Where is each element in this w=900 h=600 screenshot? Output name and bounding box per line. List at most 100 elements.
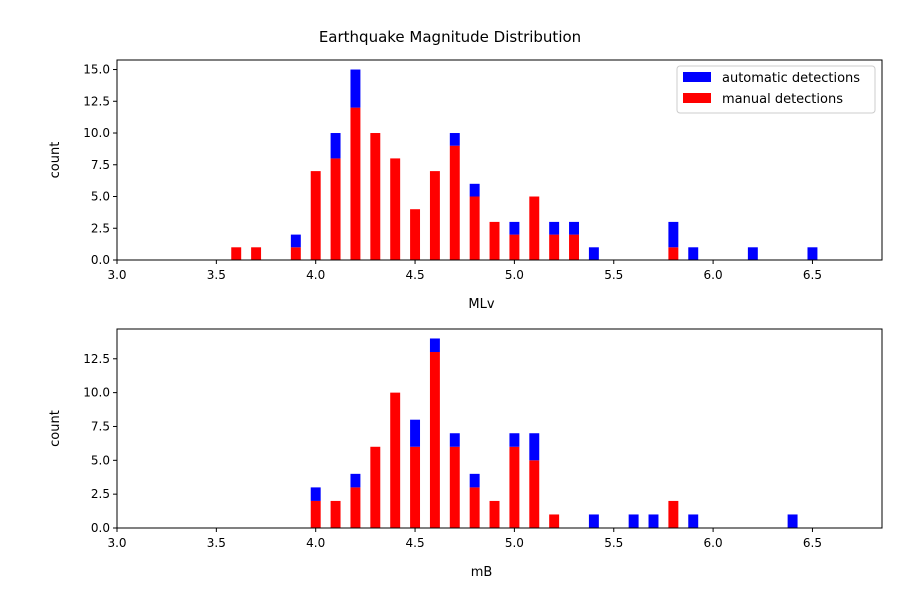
- bar-automatic-mb: [449, 433, 460, 447]
- legend: automatic detections manual detections: [676, 65, 876, 114]
- plot-mlv: 3.0 3.5 4.0 4.5 5.0 5.5 6.0 6.5 0.0 2.5 5.0 7.5 10.0…: [48, 59, 883, 312]
- x-tick-label: 6.0: [704, 536, 723, 550]
- bar-automatic-mlv: [569, 221, 579, 235]
- bar-manual-mb: [529, 460, 540, 528]
- bar-automatic-mb: [350, 473, 361, 488]
- y-tick-label: 2.5: [91, 221, 110, 235]
- bar-manual-mb: [310, 500, 321, 528]
- y-tick-label: 10.0: [83, 386, 110, 400]
- legend-swatch-manual: [683, 93, 711, 103]
- x-axis-label-mb: mB: [471, 565, 493, 580]
- legend-label-manual: manual detections: [722, 92, 843, 107]
- bar-automatic-mb: [648, 514, 659, 528]
- legend-label-automatic: automatic detections: [722, 71, 860, 86]
- x-tick-label: 4.5: [406, 268, 425, 282]
- bar-manual-mlv: [290, 247, 301, 260]
- x-tick-label: 6.5: [803, 268, 822, 282]
- bar-automatic-mb: [787, 514, 798, 528]
- y-tick-label: 5.0: [91, 453, 110, 467]
- bar-automatic-mb: [588, 514, 599, 528]
- bar-manual-mb: [410, 446, 421, 528]
- bar-automatic-mlv: [330, 133, 341, 159]
- y-tick-label: 7.5: [91, 158, 110, 172]
- bar-automatic-mlv: [350, 69, 361, 108]
- bar-manual-mlv: [251, 247, 262, 260]
- bar-automatic-mlv: [688, 247, 699, 260]
- bar-automatic-mb: [688, 514, 699, 528]
- x-tick-label: 3.5: [207, 536, 226, 550]
- x-tick-label: 5.5: [604, 268, 623, 282]
- x-axis-label-mlv: MLv: [468, 297, 494, 312]
- bar-automatic-mb: [509, 433, 520, 447]
- bar-manual-mlv: [410, 209, 421, 260]
- bar-manual-mlv: [489, 221, 500, 260]
- bar-automatic-mlv: [588, 247, 599, 260]
- bar-manual-mlv: [529, 196, 540, 260]
- x-tick-label: 5.5: [604, 536, 623, 550]
- y-tick-label: 0.0: [91, 521, 110, 535]
- bar-manual-mb: [469, 487, 480, 528]
- bar-manual-mlv: [429, 171, 440, 260]
- bar-automatic-mb: [628, 514, 639, 528]
- y-tick-label: 7.5: [91, 419, 110, 433]
- bar-manual-mb: [549, 514, 560, 528]
- x-tick-label: 5.0: [505, 268, 524, 282]
- bar-automatic-mlv: [807, 247, 818, 260]
- bar-manual-mb: [668, 500, 679, 528]
- bar-automatic-mb: [469, 473, 480, 488]
- y-tick-label: 10.0: [83, 126, 110, 140]
- y-tick-label: 2.5: [91, 487, 110, 501]
- x-tick-label: 4.5: [406, 536, 425, 550]
- x-tick-label: 6.0: [704, 268, 723, 282]
- bar-manual-mlv: [231, 247, 242, 260]
- bar-manual-mb: [390, 392, 401, 528]
- bar-automatic-mlv: [747, 247, 758, 260]
- bar-manual-mb: [350, 487, 361, 528]
- x-tick-label: 3.0: [107, 536, 126, 550]
- x-tick-label: 3.5: [207, 268, 226, 282]
- y-tick-label: 5.0: [91, 190, 110, 204]
- bar-automatic-mlv: [469, 183, 480, 197]
- bar-manual-mlv: [370, 133, 381, 260]
- bar-manual-mlv: [668, 247, 679, 260]
- bar-manual-mlv: [469, 196, 480, 260]
- bar-manual-mb: [429, 352, 440, 528]
- y-tick-label: 12.5: [83, 352, 110, 366]
- bar-automatic-mb: [410, 419, 421, 447]
- bar-automatic-mb: [310, 487, 321, 501]
- y-tick-label: 15.0: [83, 63, 110, 77]
- legend-frame: [676, 65, 876, 114]
- bar-manual-mb: [330, 500, 341, 528]
- bar-manual-mb: [449, 446, 460, 528]
- y-tick-label: 0.0: [91, 253, 110, 267]
- x-tick-label: 5.0: [505, 536, 524, 550]
- bar-manual-mlv: [449, 145, 460, 260]
- x-tick-label: 6.5: [803, 536, 822, 550]
- bar-automatic-mlv: [449, 133, 460, 146]
- bar-manual-mlv: [509, 234, 520, 260]
- bar-manual-mb: [489, 500, 500, 528]
- y-axis-label-mb: count: [48, 410, 63, 447]
- bar-manual-mlv: [350, 107, 361, 261]
- bar-manual-mlv: [549, 234, 560, 260]
- bar-manual-mlv: [390, 158, 401, 260]
- axes-frame-mb: [116, 328, 883, 529]
- bar-automatic-mlv: [668, 221, 679, 248]
- x-tick-label: 4.0: [306, 268, 325, 282]
- bar-automatic-mlv: [549, 221, 560, 235]
- chart-title: Earthquake Magnitude Distribution: [319, 28, 581, 46]
- x-tick-label: 4.0: [306, 536, 325, 550]
- y-axis-label-mlv: count: [48, 142, 63, 179]
- bar-automatic-mb: [529, 433, 540, 461]
- axes-frame-mlv: [116, 59, 883, 261]
- bar-manual-mb: [509, 446, 520, 528]
- legend-swatch-automatic: [683, 72, 711, 82]
- bar-automatic-mb: [429, 338, 440, 353]
- bar-automatic-mlv: [509, 221, 520, 235]
- bar-manual-mlv: [569, 234, 579, 260]
- bar-manual-mlv: [330, 158, 341, 260]
- bar-manual-mlv: [310, 171, 321, 260]
- plot-mb: 3.0 3.5 4.0 4.5 5.0 5.5 6.0 6.5 0.0 2.5 5.0 7.5 10.0…: [48, 328, 883, 580]
- y-tick-label: 12.5: [83, 94, 110, 108]
